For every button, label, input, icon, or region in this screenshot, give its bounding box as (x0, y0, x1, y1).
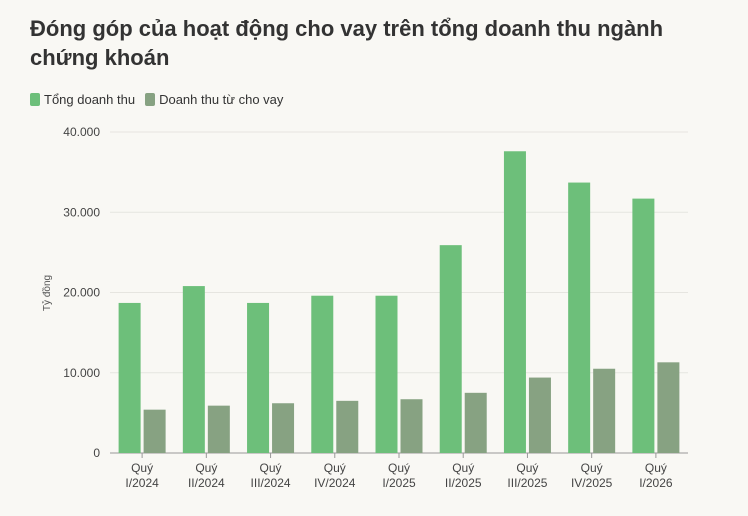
y-tick-label: 20.000 (63, 286, 100, 300)
bar-total-revenue[interactable] (182, 286, 205, 453)
legend-label-total-revenue: Tổng doanh thu (44, 92, 136, 107)
y-axis-ticks: 0 10.000 20.000 30.000 40.000 (63, 125, 100, 460)
bar-lending-revenue[interactable] (336, 400, 359, 453)
bar-lending-revenue[interactable] (207, 405, 230, 453)
bar-lending-revenue[interactable] (400, 399, 423, 453)
legend-swatch-total-revenue (30, 93, 40, 106)
x-tick-label: Quý IV/2024 (314, 461, 356, 490)
bar-total-revenue[interactable] (568, 182, 591, 453)
bar-total-revenue[interactable] (375, 295, 398, 453)
x-tick-label: Quý III/2024 (251, 461, 291, 490)
bar-lending-revenue[interactable] (657, 362, 680, 453)
x-tick-label: Quý II/2024 (188, 461, 225, 490)
legend-item-lending-revenue[interactable]: Doanh thu từ cho vay (145, 92, 283, 107)
bar-total-revenue[interactable] (439, 245, 462, 453)
x-tick-label: Quý III/2025 (507, 461, 547, 490)
bar-total-revenue[interactable] (311, 295, 334, 453)
bar-total-revenue[interactable] (247, 302, 270, 453)
x-tick-label: Quý I/2025 (382, 461, 416, 490)
y-tick-label: 0 (93, 446, 100, 460)
legend-swatch-lending-revenue (145, 93, 156, 106)
bars (118, 151, 680, 453)
x-tick-label: Quý I/2024 (125, 461, 159, 490)
bar-total-revenue[interactable] (118, 302, 141, 453)
bar-lending-revenue[interactable] (464, 392, 487, 453)
chart-title: Đóng góp của hoạt động cho vay trên tổng… (30, 16, 664, 70)
legend-item-total-revenue[interactable]: Tổng doanh thu (30, 92, 135, 107)
chart-legend: Tổng doanh thu Doanh thu từ cho vay (30, 92, 293, 107)
bar-lending-revenue[interactable] (143, 409, 166, 453)
bar-lending-revenue[interactable] (272, 403, 295, 453)
x-tick-label: Quý I/2026 (639, 461, 673, 490)
y-tick-label: 10.000 (63, 366, 100, 380)
bar-total-revenue[interactable] (632, 198, 655, 453)
legend-label-lending-revenue: Doanh thu từ cho vay (159, 92, 284, 107)
y-tick-label: 30.000 (63, 205, 100, 219)
y-axis-title: Tỷ đồng (41, 275, 53, 311)
x-tick-label: Quý IV/2025 (571, 461, 613, 490)
bar-lending-revenue[interactable] (528, 377, 551, 453)
y-tick-label: 40.000 (63, 125, 100, 139)
x-tick-label: Quý II/2025 (445, 461, 482, 490)
bar-total-revenue[interactable] (503, 151, 526, 453)
x-axis-ticks: Quý I/2024 Quý II/2024 Quý III/2024 Quý IV/2024… (125, 453, 673, 490)
bar-lending-revenue[interactable] (593, 368, 616, 453)
